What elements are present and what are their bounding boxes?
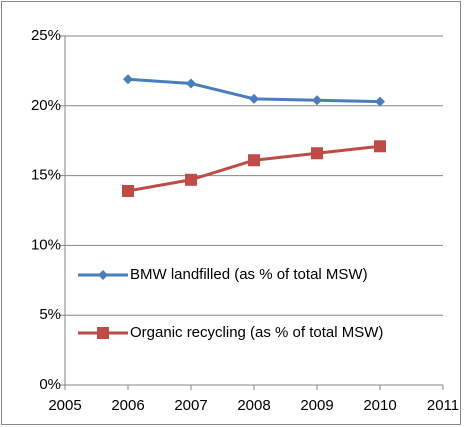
marker xyxy=(312,95,322,106)
x-tick-label: 2006 xyxy=(111,397,144,414)
x-tick-label: 2011 xyxy=(427,397,459,414)
marker xyxy=(122,184,134,197)
marker xyxy=(249,93,259,104)
y-tick-label: 10% xyxy=(31,236,61,253)
legend-label: BMW landfilled (as % of total MSW) xyxy=(130,266,368,283)
x-tick-label: 2010 xyxy=(363,397,396,414)
marker xyxy=(97,327,109,339)
x-tick-label: 2005 xyxy=(48,397,81,414)
marker xyxy=(185,173,197,186)
y-tick-label: 0% xyxy=(39,376,61,393)
marker xyxy=(123,74,133,85)
marker xyxy=(98,270,108,280)
marker xyxy=(186,78,196,89)
x-tick-label: 2007 xyxy=(174,397,207,414)
x-tick-label: 2009 xyxy=(300,397,333,414)
y-tick-label: 20% xyxy=(31,97,61,114)
marker xyxy=(311,147,323,160)
legend-label: Organic recycling (as % of total MSW) xyxy=(130,324,383,341)
marker xyxy=(375,96,385,107)
marker xyxy=(248,154,260,167)
x-tick-label: 2008 xyxy=(237,397,270,414)
chart-border xyxy=(1,1,461,425)
marker xyxy=(374,140,386,153)
y-tick-label: 15% xyxy=(31,167,61,184)
y-tick-label: 25% xyxy=(31,27,61,44)
y-tick-label: 5% xyxy=(39,306,61,323)
